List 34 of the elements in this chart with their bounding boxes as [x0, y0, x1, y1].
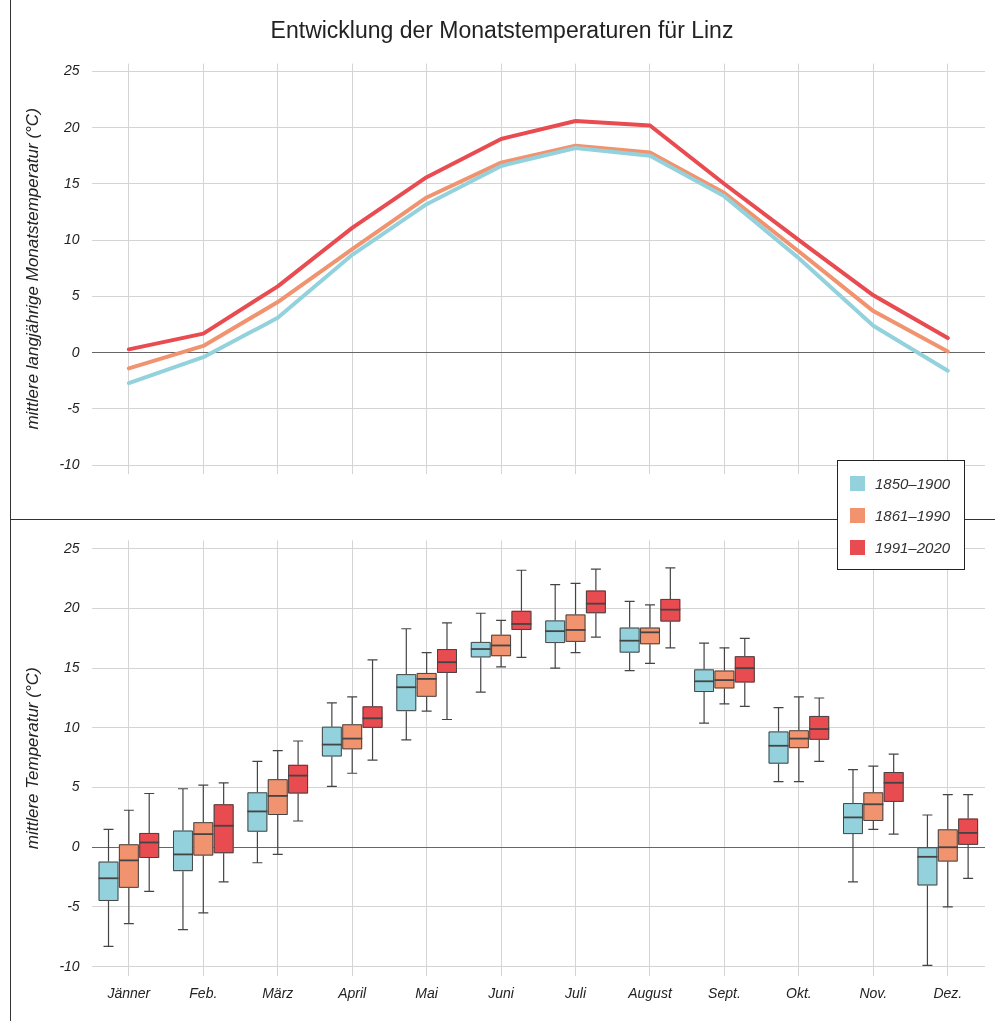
- y-tick-label: 25: [63, 539, 80, 556]
- x-tick-label: Sept.: [708, 985, 741, 1002]
- y-tick-label: 10: [64, 231, 80, 248]
- y-tick-label: 10: [64, 718, 80, 735]
- y-tick-label: -10: [59, 957, 80, 974]
- y-axis-title: mittlere Temperatur (°C): [22, 667, 42, 850]
- x-tick-label: Feb.: [189, 985, 218, 1002]
- y-tick-label: -5: [67, 399, 80, 416]
- y-tick-label: 20: [63, 599, 80, 616]
- y-tick-label: 0: [71, 343, 80, 360]
- legend-label: 1850–1900: [875, 474, 951, 492]
- y-axis-title: mittlere langjährige Monatstemperatur (°C): [22, 108, 42, 430]
- x-tick-label: Okt.: [786, 985, 812, 1002]
- y-tick-label: 15: [64, 659, 80, 676]
- x-tick-label: Juni: [487, 985, 515, 1002]
- y-tick-label: 15: [64, 174, 80, 191]
- x-tick-label: April: [337, 985, 368, 1002]
- y-tick-label: 5: [71, 778, 80, 795]
- y-tick-label: 0: [71, 838, 80, 855]
- y-tick-label: -10: [59, 456, 80, 473]
- y-tick-label: 20: [63, 118, 80, 135]
- chart-title: Entwicklung der Monatstemperaturen für Linz: [270, 17, 734, 44]
- x-tick-label: August: [627, 985, 673, 1002]
- x-tick-label: Juli: [564, 985, 587, 1002]
- x-tick-label: Dez.: [933, 985, 963, 1002]
- legend-label: 1861–1990: [875, 506, 951, 524]
- y-tick-label: 5: [71, 287, 80, 304]
- y-tick-label: -5: [67, 897, 80, 914]
- x-tick-label: Nov.: [859, 985, 888, 1002]
- x-tick-label: März: [262, 985, 294, 1002]
- y-tick-label: 25: [63, 62, 80, 79]
- x-tick-label: Jänner: [106, 985, 152, 1002]
- x-tick-label: Mai: [415, 985, 439, 1002]
- legend-label: 1991–2020: [875, 538, 951, 556]
